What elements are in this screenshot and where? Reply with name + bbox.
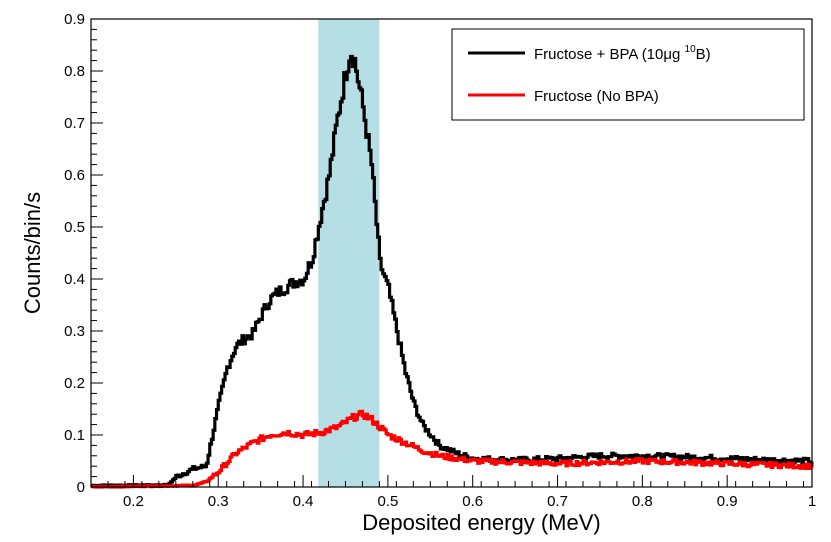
legend-label-bpa-sup: 10 (685, 44, 697, 55)
y-tick-label: 0 (77, 479, 85, 496)
series-layer (91, 54, 814, 489)
legend: Fructose + BPA (10μg 10B) Fructose (No B… (451, 28, 805, 121)
series-line-0 (91, 54, 814, 488)
y-tick-label: 0.8 (64, 63, 85, 80)
legend-label-bpa-main: Fructose + BPA (10μg (534, 46, 685, 63)
legend-label-no-bpa: Fructose (No BPA) (534, 88, 659, 105)
legend-label-bpa: Fructose + BPA (10μg 10B) (534, 44, 711, 63)
legend-label-bpa-suffix: B) (696, 46, 711, 63)
x-tick-label: 0.6 (462, 493, 483, 510)
y-tick-label: 0.5 (64, 219, 85, 236)
legend-box (451, 28, 805, 121)
x-tick-label: 0.4 (293, 493, 314, 510)
series-line-1 (91, 409, 814, 489)
y-axis-label: Counts/bin/s (20, 192, 45, 314)
x-axis-label: Deposited energy (MeV) (362, 510, 600, 535)
y-tick-label: 0.9 (64, 11, 85, 28)
x-tick-label: 0.7 (547, 493, 568, 510)
x-axis: 0.2 0.3 0.4 0.5 0.6 0.7 0.8 0.9 1 (90, 475, 816, 510)
x-tick-label: 0.3 (208, 493, 229, 510)
plot-frame (90, 18, 813, 488)
y-tick-label: 0.4 (64, 271, 85, 288)
y-tick-label: 0.3 (64, 323, 85, 340)
x-tick-label: 0.9 (717, 493, 738, 510)
x-tick-label: 0.2 (123, 493, 144, 510)
highlight-region (318, 19, 380, 487)
x-tick-label: 0.8 (632, 493, 653, 510)
y-axis: 0 0.1 0.2 0.3 0.4 0.5 0.6 0.7 0.8 0.9 (64, 11, 103, 496)
y-tick-label: 0.2 (64, 375, 85, 392)
x-tick-label: 0.5 (377, 493, 398, 510)
x-tick-label: 1 (808, 493, 816, 510)
y-tick-label: 0.7 (64, 115, 85, 132)
y-tick-label: 0.1 (64, 427, 85, 444)
y-tick-label: 0.6 (64, 167, 85, 184)
